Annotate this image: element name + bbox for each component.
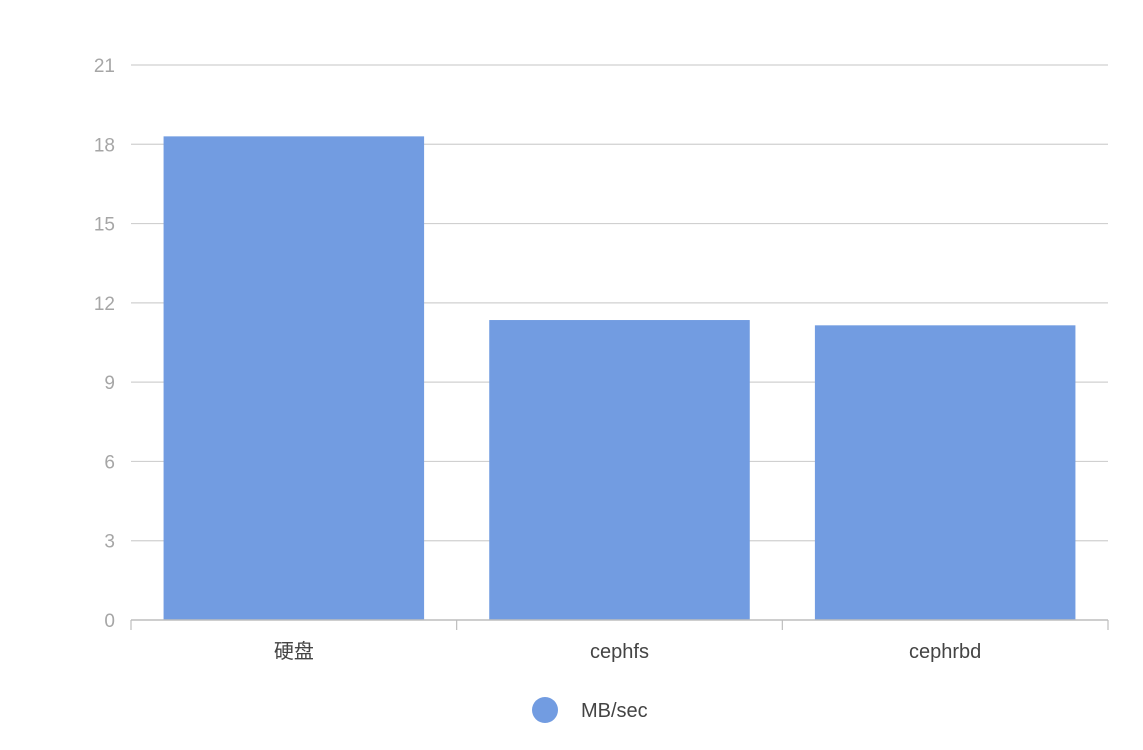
bar-cephrbd[interactable] (814, 325, 1076, 620)
x-axis-tick-labels: 硬盘 cephfs cephrbd (274, 640, 981, 663)
x-tick-label-硬盘: 硬盘 (274, 640, 314, 663)
y-tick-label-12: 12 (94, 294, 115, 315)
y-tick-label-18: 18 (94, 135, 115, 156)
y-axis-tick-labels: 0 3 6 9 12 15 18 21 (94, 56, 115, 632)
bar-cephfs[interactable] (489, 320, 750, 620)
y-tick-label-3: 3 (104, 532, 115, 553)
y-tick-label-9: 9 (104, 373, 115, 394)
y-tick-label-21: 21 (94, 56, 115, 77)
y-tick-label-6: 6 (104, 452, 115, 473)
y-tick-label-0: 0 (104, 611, 115, 632)
x-axis (130, 619, 1109, 630)
bars (163, 136, 1076, 620)
x-tick-label-cephfs: cephfs (590, 641, 649, 663)
legend-label-mbsec[interactable]: MB/sec (581, 700, 648, 722)
y-tick-label-15: 15 (94, 215, 115, 236)
x-tick-label-cephrbd: cephrbd (909, 641, 981, 663)
legend-swatch-mbsec[interactable] (532, 697, 558, 723)
legend[interactable]: MB/sec (532, 697, 648, 723)
bar-硬盘[interactable] (163, 136, 425, 620)
